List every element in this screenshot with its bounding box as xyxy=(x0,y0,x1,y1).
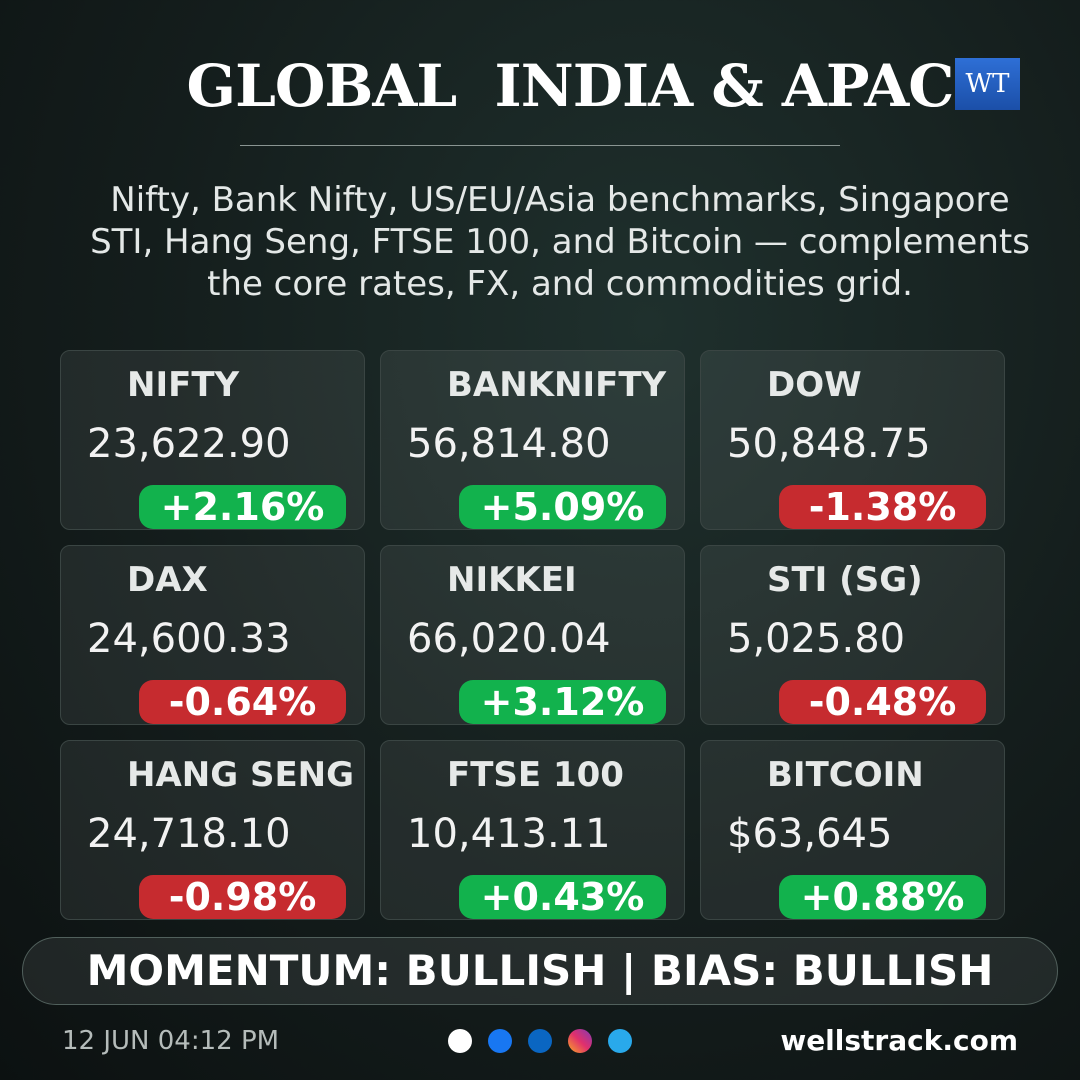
market-name: BITCOIN xyxy=(767,755,924,795)
change-badge: +0.88% xyxy=(779,875,986,919)
market-name: NIKKEI xyxy=(447,560,577,600)
market-name: DOW xyxy=(767,365,862,405)
title: GLOBAL INDIA & APAC xyxy=(186,52,955,120)
subtitle-line: STI, Hang Seng, FTSE 100, and Bitcoin — … xyxy=(90,222,1030,262)
change-badge: +2.16% xyxy=(139,485,346,529)
logo: WT xyxy=(955,58,1020,110)
market-value: 10,413.11 xyxy=(407,811,611,857)
facebook-icon[interactable] xyxy=(488,1029,512,1053)
market-card: NIFTY 23,622.90 +2.16% xyxy=(60,350,365,530)
change-badge: +3.12% xyxy=(459,680,666,724)
market-value: $63,645 xyxy=(727,811,893,857)
market-value: 56,814.80 xyxy=(407,421,611,467)
subtitle-line: Nifty, Bank Nifty, US/EU/Asia benchmarks… xyxy=(110,180,1010,220)
divider xyxy=(240,145,840,146)
instagram-icon[interactable] xyxy=(568,1029,592,1053)
market-value: 50,848.75 xyxy=(727,421,931,467)
x-icon[interactable] xyxy=(448,1029,472,1053)
telegram-icon[interactable] xyxy=(608,1029,632,1053)
market-value: 5,025.80 xyxy=(727,616,906,662)
market-card: NIKKEI 66,020.04 +3.12% xyxy=(380,545,685,725)
market-name: DAX xyxy=(127,560,208,600)
change-badge: -0.64% xyxy=(139,680,346,724)
market-value: 24,600.33 xyxy=(87,616,291,662)
market-card: BITCOIN $63,645 +0.88% xyxy=(700,740,1005,920)
market-value: 24,718.10 xyxy=(87,811,291,857)
market-card: STI (SG) 5,025.80 -0.48% xyxy=(700,545,1005,725)
market-name: BANKNIFTY xyxy=(447,365,667,405)
timestamp: 12 JUN 04:12 PM xyxy=(62,1026,280,1056)
change-badge: -0.48% xyxy=(779,680,986,724)
market-name: HANG SENG xyxy=(127,755,355,795)
market-name: STI (SG) xyxy=(767,560,923,600)
subtitle-line: the core rates, FX, and commodities grid… xyxy=(207,264,913,304)
change-badge: +0.43% xyxy=(459,875,666,919)
banner: MOMENTUM: BULLISH | BIAS: BULLISH xyxy=(22,937,1058,1005)
market-card: DOW 50,848.75 -1.38% xyxy=(700,350,1005,530)
linkedin-icon[interactable] xyxy=(528,1029,552,1053)
change-badge: -0.98% xyxy=(139,875,346,919)
market-card: HANG SENG 24,718.10 -0.98% xyxy=(60,740,365,920)
market-name: NIFTY xyxy=(127,365,240,405)
market-card: BANKNIFTY 56,814.80 +5.09% xyxy=(380,350,685,530)
market-value: 66,020.04 xyxy=(407,616,611,662)
market-name: FTSE 100 xyxy=(447,755,624,795)
website: wellstrack.com xyxy=(780,1024,1018,1057)
change-badge: -1.38% xyxy=(779,485,986,529)
market-card: DAX 24,600.33 -0.64% xyxy=(60,545,365,725)
market-value: 23,622.90 xyxy=(87,421,291,467)
change-badge: +5.09% xyxy=(459,485,666,529)
market-card: FTSE 100 10,413.11 +0.43% xyxy=(380,740,685,920)
